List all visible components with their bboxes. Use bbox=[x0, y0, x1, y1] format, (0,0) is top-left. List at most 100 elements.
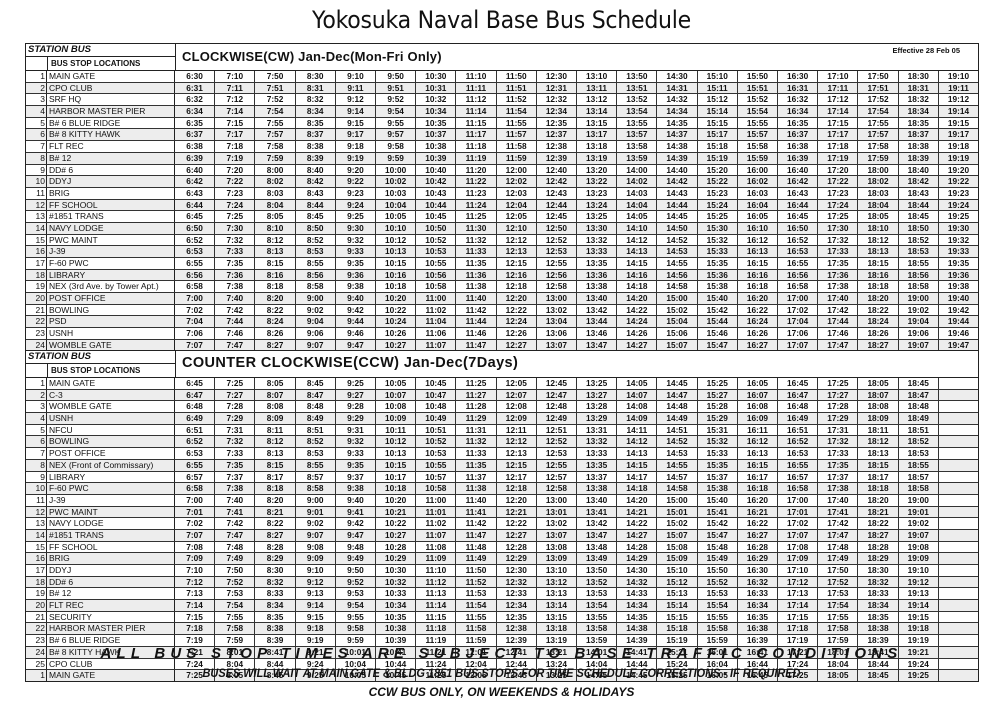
departure-time: 7:10 bbox=[175, 565, 216, 576]
departure-time: 17:30 bbox=[818, 222, 859, 234]
departure-time: 17:14 bbox=[778, 600, 819, 611]
departure-time: 10:05 bbox=[376, 378, 417, 389]
table-row: 16 J-39 6:53 7:33 8:13 8:53 9:33 10:13 10:53 11:3… bbox=[26, 246, 978, 258]
departure-time: 13:10 bbox=[577, 71, 618, 82]
stop-number: 7 bbox=[26, 448, 47, 459]
stop-number: 17 bbox=[26, 258, 47, 269]
stop-number: 14 bbox=[26, 529, 47, 541]
departure-time: 15:19 bbox=[698, 152, 738, 164]
departure-time: 6:45 bbox=[175, 378, 216, 389]
stop-name: PSD bbox=[47, 316, 175, 328]
departure-time: 9:02 bbox=[296, 304, 336, 316]
departure-time: 18:28 bbox=[858, 541, 899, 553]
departure-time: 18:13 bbox=[858, 246, 899, 257]
departure-time: 14:34 bbox=[657, 106, 698, 117]
departure-time: 17:40 bbox=[818, 293, 859, 304]
departure-time: 19:30 bbox=[947, 222, 970, 233]
departure-time: 14:53 bbox=[657, 246, 698, 257]
departure-time: 19:24 bbox=[899, 658, 939, 670]
departure-time: 16:55 bbox=[778, 459, 819, 471]
departure-time: 16:11 bbox=[738, 424, 779, 436]
departure-time: 7:32 bbox=[215, 234, 256, 246]
departure-time: 19:06 bbox=[899, 328, 939, 339]
departure-time: 12:07 bbox=[497, 389, 537, 401]
departure-time: 8:39 bbox=[255, 635, 296, 646]
table-row: 21 SECURITY 7:15 7:55 8:35 9:15 9:55 10:35 11:15… bbox=[26, 611, 978, 624]
departure-time: 7:33 bbox=[215, 246, 256, 257]
departure-time: 18:11 bbox=[858, 424, 899, 436]
departure-time: 7:11 bbox=[215, 82, 256, 94]
departure-time bbox=[939, 542, 978, 553]
table-row: 17 F-60 PWC 6:55 7:35 8:15 8:55 9:35 10:15 10:55… bbox=[26, 258, 978, 270]
departure-time: 6:49 bbox=[175, 413, 216, 424]
table-row: 3 SRF HQ 6:32 7:12 7:52 8:32 9:12 9:52 10:32 11:1… bbox=[26, 94, 978, 107]
departure-time: 13:19 bbox=[537, 635, 578, 646]
departure-time: 7:01 bbox=[175, 506, 216, 518]
stop-number: 15 bbox=[26, 234, 47, 246]
departure-time: 7:25 bbox=[175, 670, 216, 681]
departure-time: 13:12 bbox=[537, 576, 578, 588]
departure-time: 17:07 bbox=[778, 339, 819, 351]
stop-name: PWC MAINT bbox=[47, 506, 175, 518]
stop-name: WOMBLE GATE bbox=[47, 339, 175, 351]
departure-time: 8:11 bbox=[255, 424, 296, 436]
departure-time: 16:30 bbox=[738, 565, 779, 576]
departure-time: 8:44 bbox=[255, 658, 296, 670]
table-row: 17 DDYJ 7:10 7:50 8:30 9:10 9:50 10:30 11:10 11:5… bbox=[26, 565, 978, 577]
departure-time: 16:44 bbox=[778, 199, 819, 211]
departure-time: 16:18 bbox=[738, 483, 779, 494]
departure-time: 16:08 bbox=[738, 401, 779, 413]
departure-time: 13:01 bbox=[537, 506, 578, 518]
departure-time: 10:01 bbox=[336, 646, 377, 658]
departure-time: 10:58 bbox=[416, 281, 457, 293]
departure-time: 14:12 bbox=[617, 436, 658, 448]
departure-time: 8:18 bbox=[255, 483, 296, 494]
departure-time: 13:54 bbox=[617, 106, 658, 117]
departure-time: 19:44 bbox=[947, 316, 970, 327]
departure-time: 13:57 bbox=[617, 129, 658, 141]
departure-time: 15:07 bbox=[657, 339, 698, 351]
departure-time: 9:37 bbox=[336, 471, 377, 483]
departure-time: 15:58 bbox=[698, 623, 738, 635]
departure-time: 7:00 bbox=[175, 494, 216, 506]
departure-time: 18:53 bbox=[899, 448, 939, 459]
departure-time: 11:21 bbox=[416, 646, 457, 658]
departure-time: 10:43 bbox=[416, 187, 457, 199]
departure-time: 13:33 bbox=[577, 246, 618, 257]
departure-time: 18:22 bbox=[858, 304, 899, 316]
departure-time: 14:40 bbox=[657, 164, 698, 176]
departure-time: 16:22 bbox=[738, 518, 779, 529]
departure-time: 15:38 bbox=[698, 281, 738, 293]
departure-time: 14:04 bbox=[577, 658, 618, 670]
departure-time: 8:56 bbox=[296, 269, 336, 281]
departure-time: 8:21 bbox=[255, 506, 296, 518]
table-row: 23 B# 6 BLUE RIDGE 7:19 7:59 8:39 9:19 9:59 10:… bbox=[26, 635, 978, 647]
departure-time: 17:51 bbox=[858, 82, 899, 94]
departure-time: 12:45 bbox=[497, 670, 537, 681]
departure-time: 8:13 bbox=[255, 246, 296, 257]
departure-time: 13:40 bbox=[577, 293, 618, 304]
stop-name: B# 8 KITTY HAWK bbox=[47, 129, 175, 141]
departure-time: 18:20 bbox=[858, 494, 899, 506]
departure-time: 8:42 bbox=[296, 176, 336, 187]
departure-time: 10:34 bbox=[416, 106, 457, 117]
departure-time: 14:24 bbox=[617, 316, 658, 328]
departure-time: 12:39 bbox=[497, 635, 537, 646]
departure-time: 11:15 bbox=[416, 611, 457, 623]
departure-time: 10:27 bbox=[376, 339, 417, 351]
departure-time: 12:55 bbox=[537, 459, 578, 471]
departure-time: 15:12 bbox=[698, 94, 738, 106]
departure-time: 8:30 bbox=[255, 565, 296, 576]
departure-time: 18:00 bbox=[858, 164, 899, 176]
departure-time: 11:11 bbox=[456, 82, 497, 94]
departure-time: 11:36 bbox=[456, 269, 497, 281]
wait-notice: BUSES WILL WAIT AT MAIN GATE & BLDG 1851… bbox=[202, 668, 801, 680]
departure-time bbox=[939, 495, 978, 506]
departure-time: 18:30 bbox=[899, 71, 939, 82]
departure-time: 14:03 bbox=[617, 187, 658, 199]
stop-number: 16 bbox=[26, 246, 47, 257]
departure-time: 8:29 bbox=[255, 553, 296, 564]
departure-time: 11:32 bbox=[456, 234, 497, 246]
departure-time: 11:20 bbox=[456, 164, 497, 176]
departure-time: 7:54 bbox=[255, 106, 296, 117]
